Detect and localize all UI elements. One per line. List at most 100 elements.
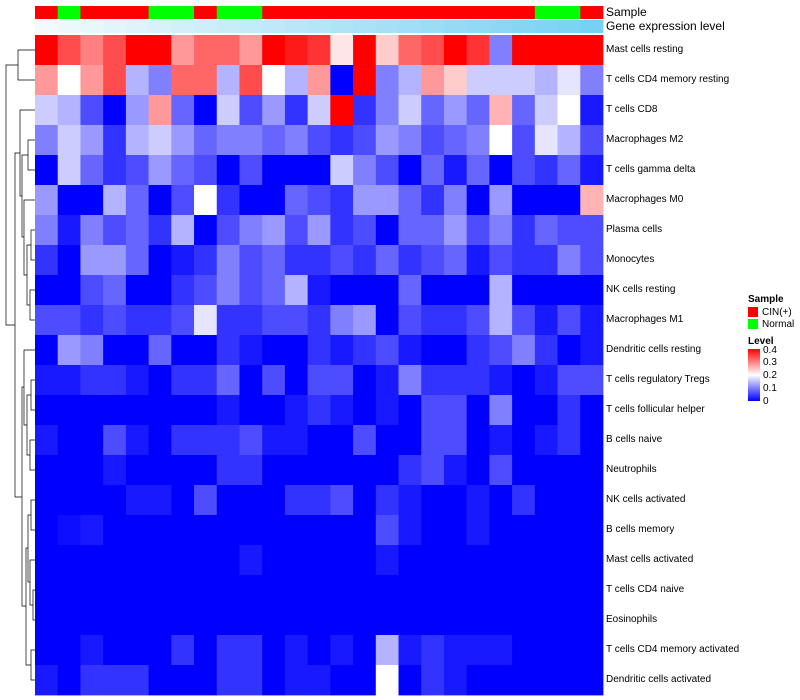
heatmap-cell-t-cells-cd8-col-23 [534, 95, 558, 126]
sample-track-cell-25 [580, 6, 604, 19]
heatmap-cell-t-cells-cd4-memory-resting-col-11 [262, 65, 286, 96]
heatmap-cell-nk-cells-activated-col-4 [103, 485, 127, 516]
heatmap-cell-nk-cells-activated-col-16 [375, 485, 399, 516]
heatmap-cell-t-cells-cd8-col-17 [398, 95, 422, 126]
gene-track-cell-13 [307, 20, 331, 33]
heatmap-cell-nk-cells-resting-col-22 [512, 275, 536, 306]
heatmap-cell-t-cells-cd8-col-6 [148, 95, 172, 126]
heatmap-cell-nk-cells-activated-col-22 [512, 485, 536, 516]
heatmap-cell-mast-cells-resting-col-13 [307, 35, 331, 66]
heatmap-cell-t-cells-cd4-memory-activated-col-20 [466, 635, 490, 666]
heatmap-cell-neutrophils-col-4 [103, 455, 127, 486]
heatmap-cell-t-cells-regulatory-tregs-col-15 [353, 365, 377, 396]
heatmap-cell-t-cells-cd4-memory-activated-col-19 [443, 635, 468, 666]
heatmap-cell-t-cells-gamma-delta-col-7 [171, 155, 195, 186]
heatmap-cell-dendritic-cells-activated-col-16 [375, 665, 399, 696]
heatmap-cell-t-cells-cd8-col-14 [330, 95, 354, 126]
heatmap-cell-macrophages-m2-col-20 [466, 125, 490, 156]
heatmap-cell-monocytes-col-14 [330, 245, 354, 276]
heatmap-cell-mast-cells-activated-col-17 [398, 545, 422, 576]
heatmap-cell-plasma-cells-col-3 [80, 215, 104, 246]
heatmap-cell-nk-cells-activated-col-20 [466, 485, 490, 516]
heatmap-cell-t-cells-follicular-helper-col-15 [353, 395, 377, 426]
sample-track-cell-1 [35, 6, 59, 19]
heatmap-cell-t-cells-cd8-col-25 [580, 95, 604, 126]
heatmap-cell-t-cells-cd4-naive-col-10 [239, 575, 263, 606]
heatmap-cell-t-cells-gamma-delta-col-24 [557, 155, 581, 186]
heatmap-cell-macrophages-m0-col-22 [512, 185, 536, 216]
heatmap-cell-macrophages-m0-col-1 [35, 185, 59, 216]
heatmap-cell-neutrophils-col-11 [262, 455, 286, 486]
heatmap-cell-t-cells-cd4-memory-activated-col-3 [80, 635, 104, 666]
heatmap-cell-dendritic-cells-resting-col-10 [239, 335, 263, 366]
heatmap-cell-t-cells-cd8-col-7 [171, 95, 195, 126]
heatmap-cell-macrophages-m0-col-20 [466, 185, 490, 216]
gene-track-cell-19 [443, 20, 468, 33]
heatmap-cell-neutrophils-col-6 [148, 455, 172, 486]
heatmap-cell-b-cells-memory-col-4 [103, 515, 127, 546]
sample-track-cell-9 [216, 6, 240, 19]
heatmap-cell-monocytes-col-11 [262, 245, 286, 276]
heatmap-cell-nk-cells-resting-col-17 [398, 275, 422, 306]
row-label-dendritic-cells-activated: Dendritic cells activated [606, 674, 712, 685]
heatmap-cell-macrophages-m1-col-11 [262, 305, 286, 336]
heatmap-cell-macrophages-m2-col-18 [421, 125, 445, 156]
heatmap-cell-t-cells-cd8-col-1 [35, 95, 59, 126]
heatmap-cell-b-cells-naive-col-5 [125, 425, 149, 456]
row-label-neutrophils: Neutrophils [606, 464, 657, 475]
heatmap-cell-dendritic-cells-resting-col-22 [512, 335, 536, 366]
heatmap-cell-eosinophils-col-16 [375, 605, 399, 636]
row-label-plasma-cells: Plasma cells [606, 224, 663, 235]
heatmap-cell-b-cells-naive-col-24 [557, 425, 581, 456]
heatmap-cell-macrophages-m0-col-18 [421, 185, 445, 216]
gene-track-cell-21 [489, 20, 513, 33]
heatmap-cell-t-cells-cd4-naive-col-13 [307, 575, 331, 606]
heatmap-cell-t-cells-follicular-helper-col-10 [239, 395, 263, 426]
row-label-dendritic-cells-resting: Dendritic cells resting [606, 344, 702, 355]
heatmap-cell-monocytes-col-1 [35, 245, 59, 276]
heatmap-cell-dendritic-cells-resting-col-19 [443, 335, 468, 366]
row-label-nk-cells-activated: NK cells activated [606, 494, 686, 505]
heatmap-cell-nk-cells-activated-col-18 [421, 485, 445, 516]
heatmap-cell-t-cells-cd4-naive-col-2 [57, 575, 81, 606]
heatmap-cell-nk-cells-activated-col-3 [80, 485, 104, 516]
sample-track-cell-23 [534, 6, 558, 19]
heatmap-cell-t-cells-cd4-naive-col-24 [557, 575, 581, 606]
heatmap-cell-t-cells-follicular-helper-col-23 [534, 395, 558, 426]
heatmap-cell-neutrophils-col-19 [443, 455, 468, 486]
heatmap-cell-monocytes-col-24 [557, 245, 581, 276]
heatmap-cell-t-cells-cd4-memory-resting-col-21 [489, 65, 513, 96]
gene-track-cell-22 [512, 20, 536, 33]
heatmap-cell-nk-cells-activated-col-19 [443, 485, 468, 516]
heatmap-cell-macrophages-m2-col-21 [489, 125, 513, 156]
heatmap-cell-nk-cells-resting-col-13 [307, 275, 331, 306]
heatmap-cell-t-cells-cd4-memory-activated-col-16 [375, 635, 399, 666]
heatmap-cell-eosinophils-col-7 [171, 605, 195, 636]
heatmap-cell-macrophages-m2-col-24 [557, 125, 581, 156]
heatmap-cell-t-cells-follicular-helper-col-6 [148, 395, 172, 426]
heatmap-cell-dendritic-cells-resting-col-2 [57, 335, 81, 366]
row-label-b-cells-memory: B cells memory [606, 524, 675, 535]
heatmap-cell-nk-cells-resting-col-20 [466, 275, 490, 306]
heatmap-cell-mast-cells-resting-col-7 [171, 35, 195, 66]
heatmap-cell-nk-cells-resting-col-12 [284, 275, 309, 306]
heatmap-cell-t-cells-regulatory-tregs-col-24 [557, 365, 581, 396]
heatmap-cell-macrophages-m2-col-10 [239, 125, 263, 156]
gene-track-cell-10 [239, 20, 263, 33]
heatmap-cell-t-cells-cd4-naive-col-18 [421, 575, 445, 606]
heatmap-cell-eosinophils-col-11 [262, 605, 286, 636]
heatmap-cell-eosinophils-col-25 [580, 605, 604, 636]
sample-track-cell-11 [262, 6, 286, 19]
heatmap-cell-nk-cells-activated-col-8 [194, 485, 218, 516]
heatmap-cell-monocytes-col-10 [239, 245, 263, 276]
heatmap-cell-mast-cells-resting-col-24 [557, 35, 581, 66]
heatmap-cell-eosinophils-col-22 [512, 605, 536, 636]
heatmap-cell-t-cells-cd4-memory-resting-col-23 [534, 65, 558, 96]
heatmap-cell-t-cells-cd8-col-2 [57, 95, 81, 126]
heatmap-cell-dendritic-cells-activated-col-13 [307, 665, 331, 696]
heatmap-cell-t-cells-cd8-col-11 [262, 95, 286, 126]
heatmap-cell-neutrophils-col-23 [534, 455, 558, 486]
heatmap-cell-mast-cells-activated-col-11 [262, 545, 286, 576]
heatmap-cell-monocytes-col-19 [443, 245, 468, 276]
